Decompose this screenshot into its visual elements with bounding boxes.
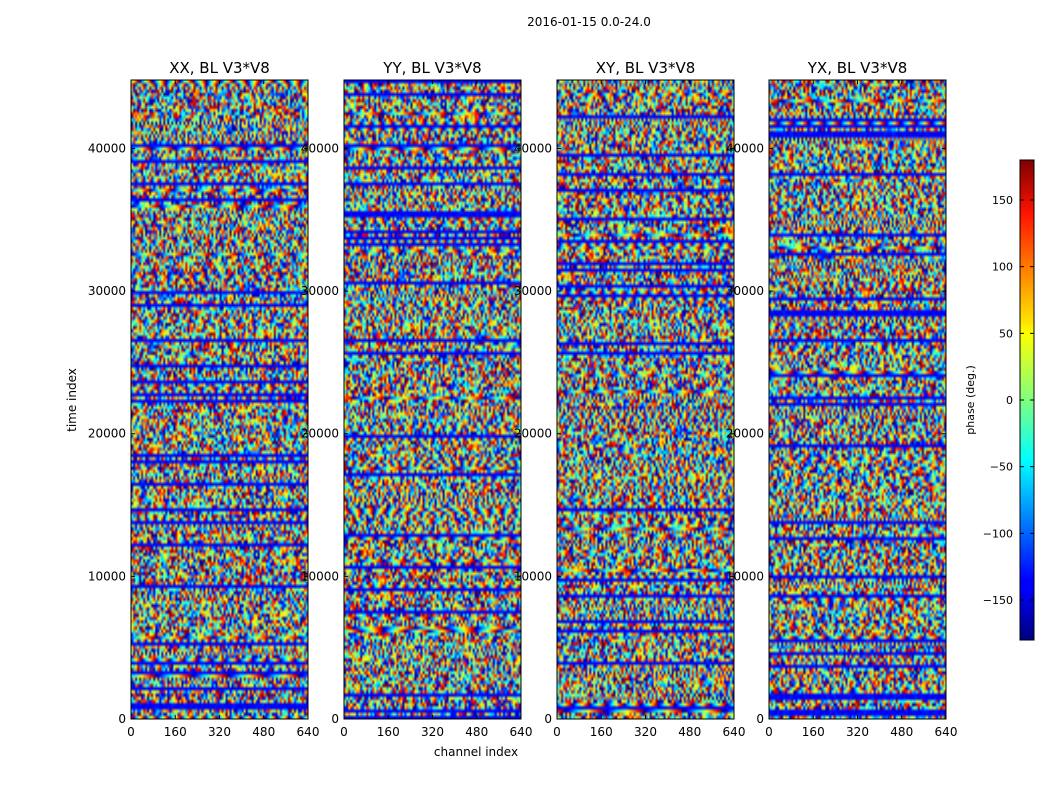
y-tick-label: 20000	[301, 427, 339, 441]
panel-title: XY, BL V3*V8	[596, 59, 696, 77]
panel-image	[131, 80, 308, 719]
y-tick-label: 20000	[514, 427, 552, 441]
y-tick-label: 40000	[88, 141, 126, 155]
x-axis-label: channel index	[434, 745, 518, 759]
y-tick-label: 0	[331, 712, 339, 726]
x-tick-label: 160	[802, 725, 825, 739]
figure-title: 2016-01-15 0.0-24.0	[527, 15, 651, 29]
panel-title: YY, BL V3*V8	[382, 59, 481, 77]
x-tick-label: 320	[634, 725, 657, 739]
x-tick-label: 0	[127, 725, 135, 739]
panel-image	[557, 80, 734, 719]
panel-title: XX, BL V3*V8	[169, 59, 270, 77]
y-tick-label: 30000	[88, 284, 126, 298]
y-tick-label: 40000	[301, 141, 339, 155]
y-tick-label: 0	[756, 712, 764, 726]
x-tick-label: 0	[340, 725, 348, 739]
colorbar-tick-label: 0	[1006, 394, 1013, 407]
colorbar-tick-label: −100	[983, 527, 1013, 540]
y-tick-label: 40000	[726, 141, 764, 155]
x-tick-label: 640	[510, 725, 533, 739]
y-tick-label: 0	[544, 712, 552, 726]
panel-image	[769, 80, 946, 719]
y-tick-label: 20000	[726, 427, 764, 441]
x-tick-label: 480	[252, 725, 275, 739]
colorbar-tick-label: 50	[999, 327, 1013, 340]
x-tick-label: 480	[678, 725, 701, 739]
colorbar-label: phase (deg.)	[964, 365, 977, 435]
colorbar-tick-label: −150	[983, 594, 1013, 607]
x-tick-label: 640	[723, 725, 746, 739]
x-tick-label: 640	[297, 725, 320, 739]
x-tick-label: 320	[208, 725, 231, 739]
x-tick-label: 0	[765, 725, 773, 739]
x-tick-label: 160	[164, 725, 187, 739]
y-tick-label: 30000	[301, 284, 339, 298]
colorbar: −150 −100 −50 0 50 100 150 phase (deg.)	[964, 159, 1035, 641]
panel-xy: XY, BL V3*V8 0 160 320 480 640 0 10000 20000 3000…	[514, 59, 746, 739]
panels: XX, BL V3*V8 0 160 320 480 640 0 10000 20000 3000…	[88, 59, 958, 739]
y-tick-label: 10000	[88, 569, 126, 583]
y-tick-label: 10000	[301, 569, 339, 583]
x-tick-label: 160	[377, 725, 400, 739]
panel-image	[344, 80, 521, 719]
colorbar-tick-label: 100	[992, 261, 1013, 274]
y-tick-label: 30000	[514, 284, 552, 298]
x-tick-label: 0	[553, 725, 561, 739]
colorbar-ticks: −150 −100 −50 0 50 100 150	[983, 194, 1034, 607]
y-tick-label: 40000	[514, 141, 552, 155]
x-tick-label: 480	[465, 725, 488, 739]
panel-yy: YY, BL V3*V8 0 160 320 480 640 0 10000 20000 3000…	[301, 59, 533, 739]
colorbar-tick-label: −50	[990, 461, 1013, 474]
panel-title: YX, BL V3*V8	[807, 59, 908, 77]
x-tick-label: 320	[846, 725, 869, 739]
x-tick-label: 480	[890, 725, 913, 739]
y-tick-label: 10000	[514, 569, 552, 583]
x-tick-label: 160	[590, 725, 613, 739]
y-tick-label: 20000	[88, 427, 126, 441]
panel-xx: XX, BL V3*V8 0 160 320 480 640 0 10000 20000 3000…	[88, 59, 320, 739]
y-tick-label: 10000	[726, 569, 764, 583]
colorbar-tick-label: 150	[992, 194, 1013, 207]
panel-yx: YX, BL V3*V8 0 160 320 480 640 0 10000 20000 3000…	[726, 59, 958, 739]
x-tick-label: 640	[935, 725, 958, 739]
y-tick-label: 30000	[726, 284, 764, 298]
y-tick-label: 0	[118, 712, 126, 726]
y-axis-label: time index	[65, 368, 79, 432]
x-tick-label: 320	[421, 725, 444, 739]
